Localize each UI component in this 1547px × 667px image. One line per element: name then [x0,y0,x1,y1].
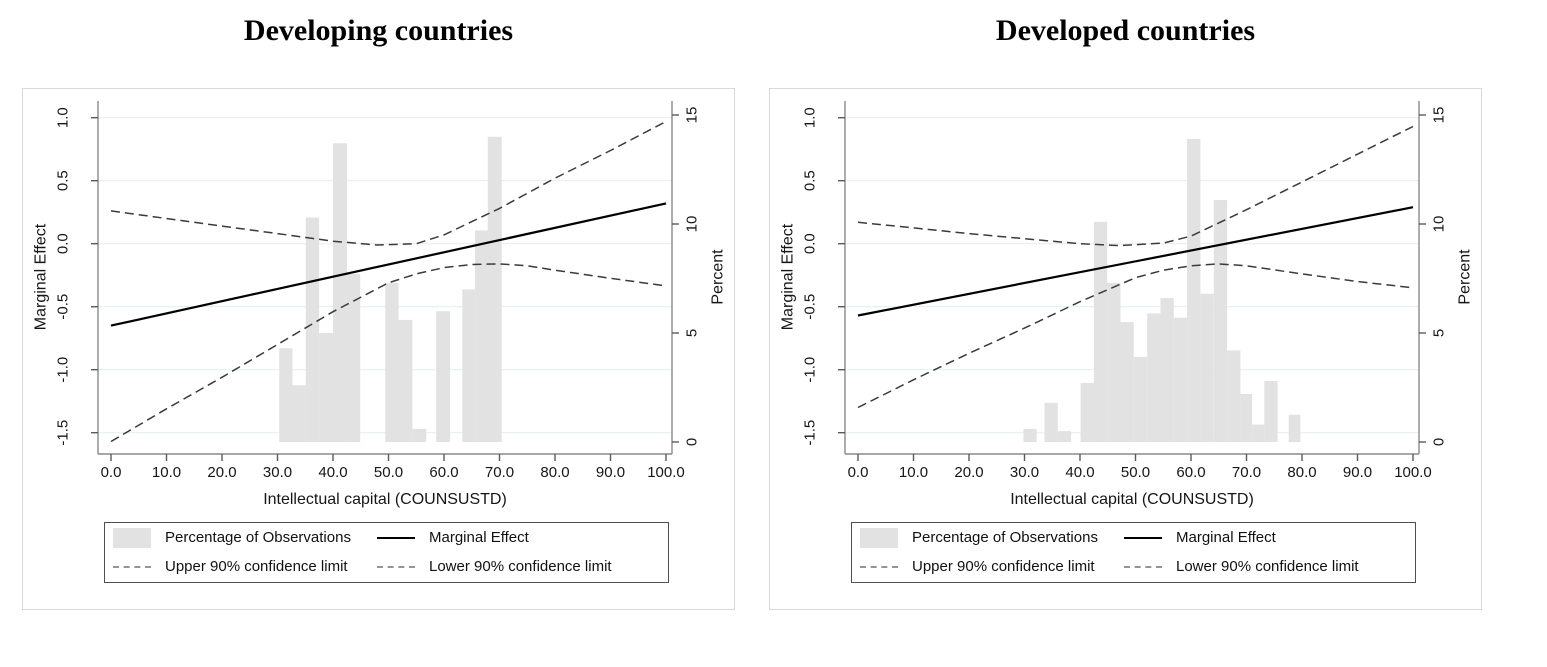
svg-text:Percent: Percent [710,249,727,305]
svg-text:-0.5: -0.5 [55,294,72,320]
legend-label-marginal-effect: Marginal Effect [429,529,529,546]
legend-row: Percentage of Observations Marginal Effe… [105,523,668,552]
lower-ci-line [110,263,667,443]
legend-label-marginal-effect: Marginal Effect [1176,529,1276,546]
svg-text:70.0: 70.0 [1232,464,1261,481]
svg-text:20.0: 20.0 [207,464,236,481]
svg-text:70.0: 70.0 [485,464,514,481]
panel-developing-countries: Developing countries 1.0 0.5 0.0 -0.5 -1.0 -1… [22,0,735,660]
svg-text:0.0: 0.0 [802,233,819,254]
svg-text:Percent: Percent [1457,249,1474,305]
legend-key-lower-ci-line [1124,565,1162,568]
legend-key-upper-ci-line [113,565,151,568]
svg-text:0.0: 0.0 [55,233,72,254]
legend-label-observations: Percentage of Observations [165,529,351,546]
svg-text:Intellectual capital (COUNSUST: Intellectual capital (COUNSUSTD) [1010,491,1254,508]
svg-text:-0.5: -0.5 [802,294,819,320]
svg-text:100.0: 100.0 [1394,464,1432,481]
chart-developed-countries: 1.0 0.5 0.0 -0.5 -1.0 -1.5 15 10 5 0 0.0 10.0 20.0 30… [780,101,1474,508]
svg-text:10.0: 10.0 [899,464,928,481]
svg-text:10: 10 [684,216,701,233]
svg-text:-1.0: -1.0 [55,357,72,383]
legend-key-marginal-effect-line [377,536,415,539]
legend-key-histogram-swatch [113,527,151,548]
legend-label-upper-ci: Upper 90% confidence limit [912,558,1095,575]
svg-text:1.0: 1.0 [802,107,819,128]
axis-titles: Marginal Effect Percent Intellectual capit… [780,223,1474,508]
svg-text:Marginal Effect: Marginal Effect [780,223,797,330]
legend-label-lower-ci: Lower 90% confidence limit [1176,558,1359,575]
svg-text:-1.0: -1.0 [802,357,819,383]
svg-text:1.0: 1.0 [55,107,72,128]
upper-ci-line [110,120,667,246]
panel-developed-countries: Developed countries 1.0 0.5 0.0 -0.5 -1.0 -1.… [769,0,1482,660]
svg-text:30.0: 30.0 [263,464,292,481]
legend-label-observations: Percentage of Observations [912,529,1098,546]
svg-text:0.5: 0.5 [802,170,819,191]
svg-text:0.0: 0.0 [848,464,869,481]
panel-title-developed: Developed countries [995,14,1256,47]
marginal-effect-line [857,206,1414,317]
legend-key-lower-ci-line [377,565,415,568]
svg-text:5: 5 [684,329,701,337]
svg-text:40.0: 40.0 [318,464,347,481]
svg-text:60.0: 60.0 [1176,464,1205,481]
svg-text:20.0: 20.0 [954,464,983,481]
svg-text:0: 0 [684,438,701,446]
svg-text:50.0: 50.0 [374,464,403,481]
svg-text:40.0: 40.0 [1065,464,1094,481]
legend-row: Upper 90% confidence limit Lower 90% con… [852,552,1415,581]
svg-text:5: 5 [1431,329,1448,337]
svg-text:0: 0 [1431,438,1448,446]
legend-label-lower-ci: Lower 90% confidence limit [429,558,612,575]
svg-text:Marginal Effect: Marginal Effect [33,223,50,330]
svg-text:50.0: 50.0 [1121,464,1150,481]
legend-key-upper-ci-line [860,565,898,568]
svg-text:80.0: 80.0 [1287,464,1316,481]
svg-text:80.0: 80.0 [540,464,569,481]
svg-text:-1.5: -1.5 [55,420,72,446]
svg-text:0.5: 0.5 [55,170,72,191]
svg-text:10.0: 10.0 [152,464,181,481]
svg-text:0.0: 0.0 [101,464,122,481]
plot-region-developing: 1.0 0.5 0.0 -0.5 -1.0 -1.5 15 10 5 0 0.0 10.0 20.0 30… [22,88,735,610]
axes: 1.0 0.5 0.0 -0.5 -1.0 -1.5 15 10 5 0 0.0 10.0 20.0 30… [802,101,1448,481]
svg-text:Intellectual capital (COUNSUST: Intellectual capital (COUNSUSTD) [263,491,507,508]
legend-row: Upper 90% confidence limit Lower 90% con… [105,552,668,581]
histogram-bars [1023,139,1301,443]
svg-text:15: 15 [684,107,701,124]
plot-region-developed: 1.0 0.5 0.0 -0.5 -1.0 -1.5 15 10 5 0 0.0 10.0 20.0 30… [769,88,1482,610]
svg-text:90.0: 90.0 [596,464,625,481]
svg-text:10: 10 [1431,216,1448,233]
legend: Percentage of Observations Marginal Effe… [104,522,669,583]
upper-ci-line [857,125,1414,247]
svg-text:90.0: 90.0 [1343,464,1372,481]
panel-title-developing: Developing countries [243,14,514,47]
legend-key-marginal-effect-line [1124,536,1162,539]
svg-text:30.0: 30.0 [1010,464,1039,481]
legend-label-upper-ci: Upper 90% confidence limit [165,558,348,575]
chart-developing-countries: 1.0 0.5 0.0 -0.5 -1.0 -1.5 15 10 5 0 0.0 10.0 20.0 30… [33,101,727,508]
legend: Percentage of Observations Marginal Effe… [851,522,1416,583]
axes: 1.0 0.5 0.0 -0.5 -1.0 -1.5 15 10 5 0 0.0 10.0 20.0 30… [55,101,701,481]
svg-text:15: 15 [1431,107,1448,124]
marginal-effect-line [110,202,667,327]
svg-text:-1.5: -1.5 [802,420,819,446]
legend-key-histogram-swatch [860,527,898,548]
svg-text:100.0: 100.0 [647,464,685,481]
axis-titles: Marginal Effect Percent Intellectual capit… [33,223,727,508]
svg-text:60.0: 60.0 [429,464,458,481]
legend-row: Percentage of Observations Marginal Effe… [852,523,1415,552]
histogram-bars [279,136,502,443]
